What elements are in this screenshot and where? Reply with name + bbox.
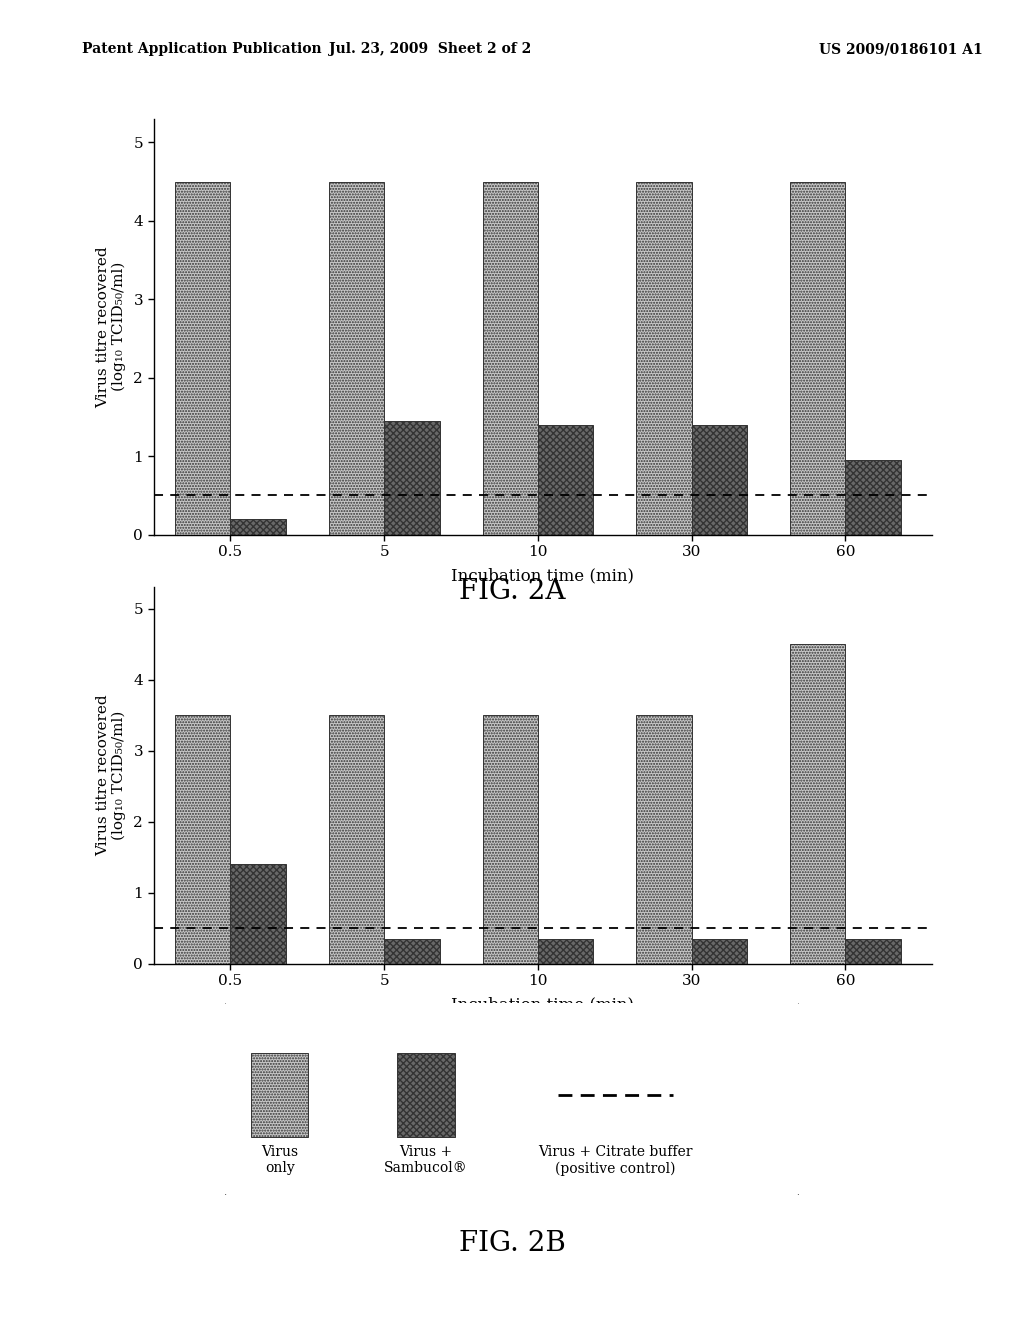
- Bar: [175, 182, 230, 535]
- Y-axis label: Virus titre recovered
(log₁₀ TCID₅₀/ml): Virus titre recovered (log₁₀ TCID₅₀/ml): [96, 246, 127, 408]
- Text: US 2009/0186101 A1: US 2009/0186101 A1: [819, 42, 983, 57]
- Bar: [175, 715, 230, 964]
- Bar: [636, 182, 691, 535]
- Bar: [329, 182, 384, 535]
- Bar: [230, 519, 286, 535]
- Bar: [791, 644, 846, 964]
- Bar: [691, 425, 746, 535]
- Y-axis label: Virus titre recovered
(log₁₀ TCID₅₀/ml): Virus titre recovered (log₁₀ TCID₅₀/ml): [96, 694, 127, 857]
- Bar: [329, 715, 384, 964]
- Text: Virus
only: Virus only: [261, 1144, 298, 1175]
- Bar: [846, 939, 901, 964]
- Bar: [384, 421, 439, 535]
- Text: FIG. 2B: FIG. 2B: [459, 1230, 565, 1257]
- Bar: [791, 182, 846, 535]
- X-axis label: Incubation time (min): Incubation time (min): [452, 997, 634, 1014]
- Bar: [538, 425, 593, 535]
- Bar: [691, 939, 746, 964]
- Bar: [251, 1053, 308, 1138]
- Text: Virus +
Sambucol®: Virus + Sambucol®: [384, 1144, 468, 1175]
- Text: Jul. 23, 2009  Sheet 2 of 2: Jul. 23, 2009 Sheet 2 of 2: [329, 42, 531, 57]
- Bar: [538, 939, 593, 964]
- Text: Virus + Citrate buffer
(positive control): Virus + Citrate buffer (positive control…: [538, 1144, 692, 1176]
- Bar: [397, 1053, 455, 1138]
- Bar: [384, 939, 439, 964]
- Bar: [636, 715, 691, 964]
- Bar: [230, 865, 286, 964]
- Text: Patent Application Publication: Patent Application Publication: [82, 42, 322, 57]
- FancyBboxPatch shape: [222, 1002, 802, 1196]
- Bar: [482, 715, 538, 964]
- Bar: [846, 461, 901, 535]
- X-axis label: Incubation time (min): Incubation time (min): [452, 568, 634, 585]
- Bar: [482, 182, 538, 535]
- Text: FIG. 2A: FIG. 2A: [459, 578, 565, 605]
